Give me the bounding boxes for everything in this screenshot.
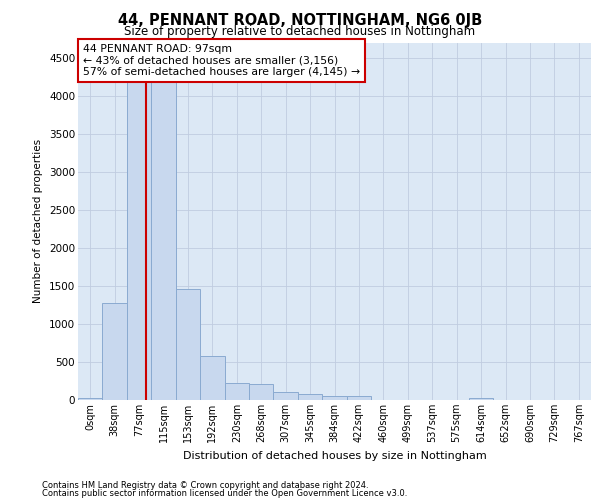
- Text: Size of property relative to detached houses in Nottingham: Size of property relative to detached ho…: [124, 25, 476, 38]
- Bar: [151, 58, 176, 400]
- Text: Contains public sector information licensed under the Open Government Licence v3: Contains public sector information licen…: [42, 488, 407, 498]
- Bar: [347, 396, 371, 400]
- Bar: [322, 396, 347, 400]
- Bar: [78, 398, 103, 400]
- Bar: [224, 384, 249, 400]
- X-axis label: Distribution of detached houses by size in Nottingham: Distribution of detached houses by size …: [182, 450, 487, 460]
- Bar: [176, 289, 200, 400]
- Bar: [274, 392, 298, 400]
- Bar: [103, 304, 127, 400]
- Y-axis label: Number of detached properties: Number of detached properties: [34, 139, 43, 304]
- Text: 44 PENNANT ROAD: 97sqm
← 43% of detached houses are smaller (3,156)
57% of semi-: 44 PENNANT ROAD: 97sqm ← 43% of detached…: [83, 44, 360, 78]
- Bar: [200, 356, 224, 400]
- Text: 44, PENNANT ROAD, NOTTINGHAM, NG6 0JB: 44, PENNANT ROAD, NOTTINGHAM, NG6 0JB: [118, 12, 482, 28]
- Bar: [298, 394, 322, 400]
- Text: Contains HM Land Registry data © Crown copyright and database right 2024.: Contains HM Land Registry data © Crown c…: [42, 481, 368, 490]
- Bar: [127, 58, 151, 400]
- Bar: [249, 384, 274, 400]
- Bar: [469, 398, 493, 400]
